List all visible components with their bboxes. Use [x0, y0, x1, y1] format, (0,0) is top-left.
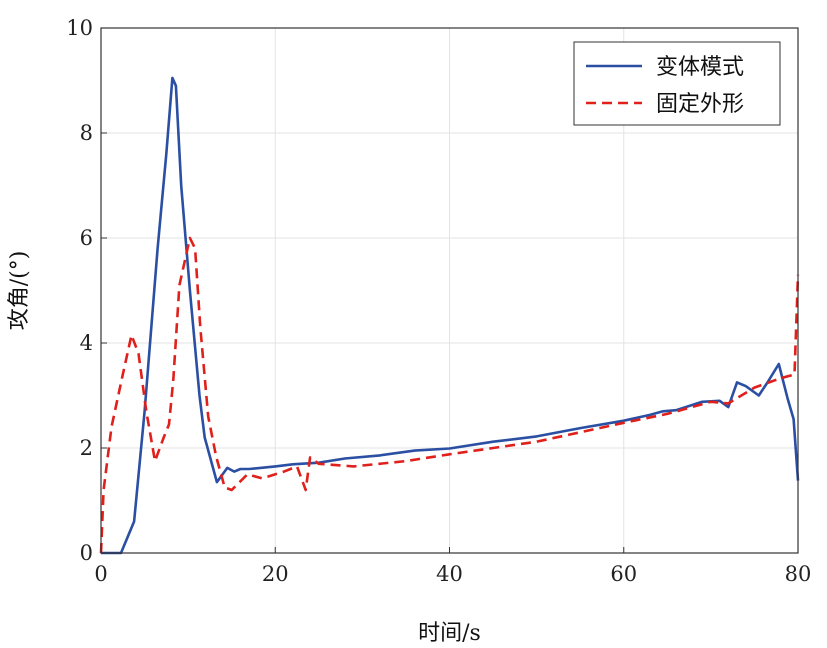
- x-tick-label: 60: [610, 562, 637, 586]
- series-line-0: [101, 76, 800, 555]
- x-tick-label: 40: [436, 562, 463, 586]
- series-line-1: [99, 236, 800, 554]
- y-tick-label: 2: [80, 436, 93, 460]
- y-axis-title: 攻角/(°): [7, 251, 32, 331]
- y-tick-label: 8: [80, 121, 93, 145]
- legend-label-variable-shape: 变体模式: [656, 55, 744, 80]
- legend: 变体模式 固定外形: [573, 41, 781, 126]
- series-lines: [99, 76, 800, 555]
- x-tick-label: 0: [94, 562, 107, 586]
- y-tick-label: 4: [80, 331, 93, 355]
- y-tick-label: 0: [80, 541, 93, 565]
- legend-label-fixed-shape: 固定外形: [656, 92, 744, 117]
- y-tick-label: 6: [80, 226, 93, 250]
- y-tick-label: 10: [66, 16, 93, 40]
- x-tick-label: 80: [785, 562, 812, 586]
- x-axis-title: 时间/s: [418, 621, 481, 646]
- axis-ticks: 0 20 40 60 80 0 2 4 6 8 10: [66, 16, 811, 586]
- x-tick-label: 20: [262, 562, 289, 586]
- legend-box: [573, 41, 781, 126]
